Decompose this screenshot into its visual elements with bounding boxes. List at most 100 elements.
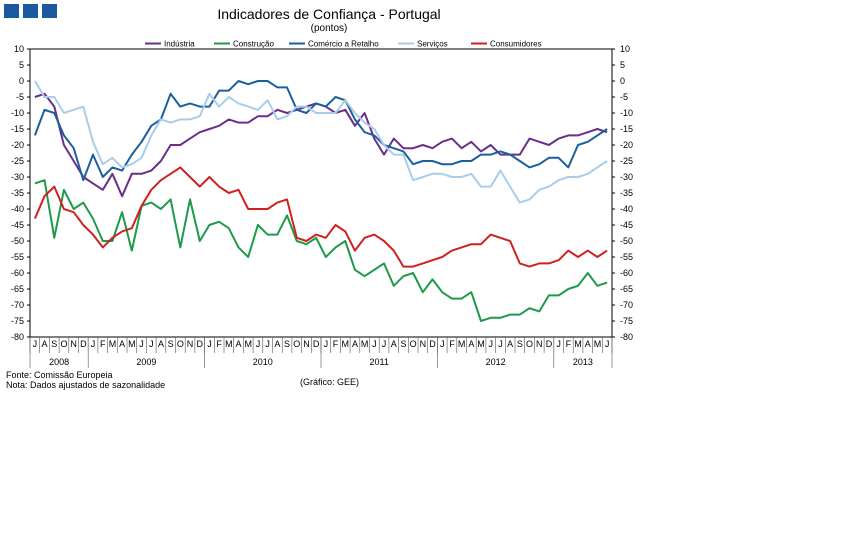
y-tick-label-left: -50: [11, 236, 24, 246]
x-tick-label: O: [526, 339, 533, 349]
y-tick-label-right: 0: [620, 76, 625, 86]
legend-label-2: Construção: [233, 40, 274, 49]
x-tick-label: S: [168, 339, 174, 349]
x-tick-label: N: [536, 339, 543, 349]
year-label: 2013: [573, 357, 593, 367]
y-tick-label-right: -25: [620, 156, 633, 166]
x-tick-label: D: [429, 339, 436, 349]
x-tick-label: J: [91, 339, 96, 349]
x-tick-label: N: [70, 339, 77, 349]
y-tick-label-right: -10: [620, 108, 633, 118]
y-tick-label-left: -55: [11, 252, 24, 262]
series-line-2: [34, 179, 608, 322]
x-tick-label: N: [187, 339, 194, 349]
year-label: 2011: [370, 357, 389, 367]
y-tick-label-right: 10: [620, 44, 630, 54]
y-tick-label-right: -15: [620, 124, 633, 134]
x-tick-label: J: [265, 339, 270, 349]
series-line-4: [34, 80, 608, 204]
x-tick-label: M: [594, 339, 602, 349]
x-tick-label: J: [489, 339, 494, 349]
y-tick-label-left: -70: [11, 300, 24, 310]
year-label: 2008: [49, 357, 69, 367]
x-tick-label: A: [274, 339, 280, 349]
x-tick-label: N: [420, 339, 427, 349]
y-tick-label-right: -35: [620, 188, 633, 198]
x-tick-label: J: [556, 339, 561, 349]
adjustment-note: Nota: Dados ajustados de sazonalidade: [6, 380, 166, 390]
x-tick-label: M: [128, 339, 136, 349]
y-tick-label-left: -65: [11, 284, 24, 294]
x-tick-label: J: [382, 339, 387, 349]
legend-label-5: Consumidores: [490, 40, 542, 49]
plot-frame: [29, 48, 613, 338]
legend-label-3: Comércio a Retalho: [308, 40, 379, 49]
x-tick-label: J: [440, 339, 445, 349]
series-line-5: [33, 166, 608, 268]
year-label: 2010: [253, 357, 273, 367]
y-tick-label-left: -80: [11, 332, 24, 342]
x-tick-label: A: [468, 339, 474, 349]
year-label: 2009: [136, 357, 156, 367]
y-tick-label-left: -60: [11, 268, 24, 278]
x-tick-label: M: [477, 339, 485, 349]
x-tick-label: J: [207, 339, 212, 349]
legend-label-1: Indústria: [164, 40, 195, 49]
x-tick-label: M: [225, 339, 233, 349]
x-tick-label: O: [60, 339, 67, 349]
x-tick-label: F: [333, 339, 339, 349]
x-tick-label: M: [458, 339, 466, 349]
y-tick-label-left: -75: [11, 316, 24, 326]
x-tick-label: A: [352, 339, 358, 349]
x-tick-label: F: [216, 339, 222, 349]
x-tick-label: S: [51, 339, 57, 349]
x-tick-label: J: [605, 339, 610, 349]
y-tick-label-left: -35: [11, 188, 24, 198]
x-tick-label: S: [400, 339, 406, 349]
chart-title: Indicadores de Confiança - Portugal: [217, 6, 441, 22]
x-tick-label: D: [546, 339, 553, 349]
y-tick-label-left: -30: [11, 172, 24, 182]
x-tick-label: A: [236, 339, 242, 349]
y-tick-label-left: 10: [14, 44, 24, 54]
y-tick-label-right: -55: [620, 252, 633, 262]
logo-block-2: [23, 4, 38, 18]
year-label: 2012: [486, 357, 506, 367]
y-tick-label-left: -10: [11, 108, 24, 118]
y-tick-label-right: -30: [620, 172, 633, 182]
y-tick-label-right: -60: [620, 268, 633, 278]
y-tick-label-right: -20: [620, 140, 633, 150]
logo-block-1: [4, 4, 19, 18]
y-tick-label-right: -70: [620, 300, 633, 310]
x-tick-label: M: [245, 339, 253, 349]
y-tick-label-left: 0: [19, 76, 24, 86]
x-tick-label: O: [410, 339, 417, 349]
y-tick-label-left: -40: [11, 204, 24, 214]
x-tick-label: J: [139, 339, 144, 349]
x-tick-label: N: [303, 339, 310, 349]
y-tick-label-left: -15: [11, 124, 24, 134]
x-tick-label: J: [372, 339, 377, 349]
y-tick-label-right: -80: [620, 332, 633, 342]
x-tick-label: F: [566, 339, 572, 349]
y-tick-label-right: -5: [620, 92, 628, 102]
x-tick-label: F: [449, 339, 455, 349]
x-tick-label: A: [119, 339, 125, 349]
x-tick-label: J: [256, 339, 261, 349]
chart-credit: (Gráfico: GEE): [300, 377, 360, 387]
x-tick-label: S: [284, 339, 290, 349]
x-tick-label: O: [293, 339, 300, 349]
x-tick-label: M: [574, 339, 582, 349]
x-tick-label: M: [342, 339, 350, 349]
y-tick-label-left: 5: [19, 60, 24, 70]
y-tick-label-left: -5: [16, 92, 24, 102]
x-tick-label: M: [361, 339, 369, 349]
x-tick-label: J: [498, 339, 503, 349]
y-tick-label-right: -40: [620, 204, 633, 214]
y-tick-label-right: -75: [620, 316, 633, 326]
y-tick-label-right: -50: [620, 236, 633, 246]
logo-block-3: [42, 4, 57, 18]
series-line-1: [34, 92, 608, 198]
y-tick-label-left: -25: [11, 156, 24, 166]
